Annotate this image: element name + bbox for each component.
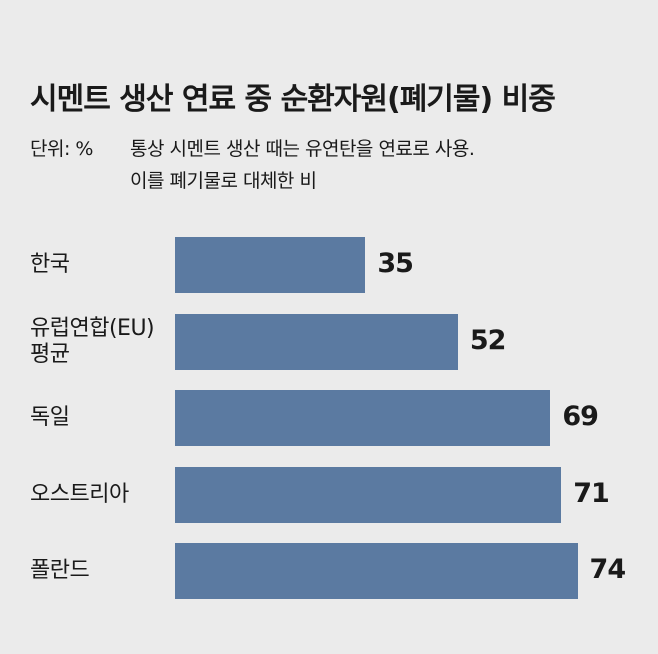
note-line: 이를 폐기물로 대체한 비 bbox=[130, 170, 317, 192]
value-label: 74 bbox=[589, 554, 627, 585]
value-label: 35 bbox=[377, 248, 414, 279]
category-label: 한국 bbox=[30, 252, 70, 277]
bar bbox=[175, 390, 551, 446]
bar bbox=[175, 237, 366, 293]
value-label: 69 bbox=[562, 401, 599, 432]
note-line: 통상 시멘트 생산 때는 유연탄을 연료로 사용. bbox=[130, 138, 475, 160]
value-label: 71 bbox=[573, 477, 610, 509]
category-label: 유럽연합(EU) 평균 bbox=[30, 315, 155, 367]
category-label: 독일 bbox=[30, 405, 70, 430]
bar bbox=[175, 543, 578, 599]
value-label: 52 bbox=[469, 324, 507, 356]
chart-title: 시멘트 생산 연료 중 순환자원(폐기물) 비중 bbox=[30, 82, 556, 117]
category-label: 오스트리아 bbox=[30, 481, 129, 507]
category-label: 폴란드 bbox=[30, 558, 90, 583]
bar bbox=[175, 466, 562, 523]
bar bbox=[175, 313, 458, 370]
unit-label: 단위: % bbox=[30, 138, 93, 160]
